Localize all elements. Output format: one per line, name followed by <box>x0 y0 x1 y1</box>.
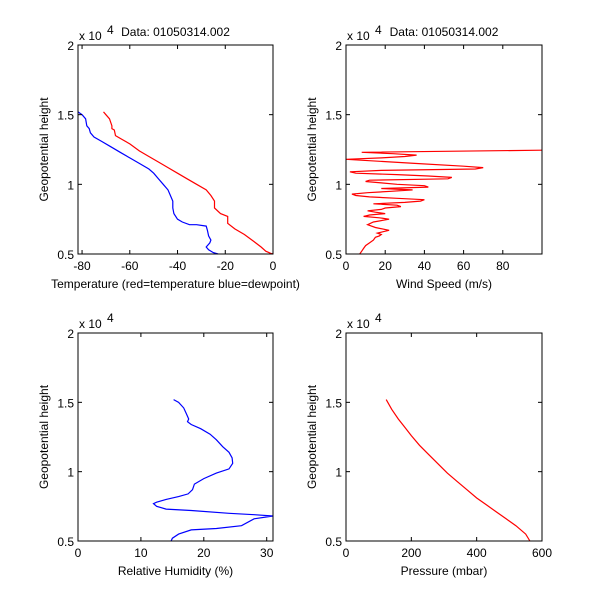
x-axis-label: Wind Speed (m/s) <box>396 277 492 291</box>
x-tick-label: 0 <box>75 546 82 560</box>
subplot-title: Data: 01050314.002 <box>121 25 230 39</box>
y-multiplier-exponent: 4 <box>375 23 382 37</box>
y-multiplier: x 10 <box>79 29 102 43</box>
x-axis-label: Temperature (red=temperature blue=dewpoi… <box>51 277 300 291</box>
y-tick-label: 0.5 <box>325 535 342 549</box>
y-tick-label: 2 <box>335 39 342 53</box>
axes-frame <box>345 332 543 542</box>
y-tick-label: 1.5 <box>325 109 342 123</box>
x-tick-label: -80 <box>73 259 91 273</box>
subplot-2: 0 20 40 60 80 0.5 1 1.5 2 x 10 4 Data: 01050314.002… <box>305 23 543 291</box>
series-line-dewpoint <box>77 111 219 255</box>
y-tick-label: 1 <box>335 466 342 480</box>
x-tick-label: 20 <box>379 259 393 273</box>
y-multiplier: x 10 <box>347 317 370 331</box>
x-tick-label: 200 <box>401 546 421 560</box>
axes-frame <box>345 44 543 255</box>
y-tick-label: 2 <box>67 327 74 341</box>
y-multiplier-exponent: 4 <box>375 311 382 325</box>
y-tick-label: 0.5 <box>325 248 342 262</box>
x-tick-label: 80 <box>496 259 510 273</box>
x-tick-label: 40 <box>418 259 432 273</box>
x-tick-label: -60 <box>121 259 139 273</box>
y-tick-label: 2 <box>335 327 342 341</box>
x-tick-label: 400 <box>467 546 487 560</box>
y-multiplier: x 10 <box>79 317 102 331</box>
series-line-pressure <box>385 399 531 542</box>
series-line-wind-speed <box>345 149 543 255</box>
x-axis-label: Pressure (mbar) <box>401 564 488 578</box>
x-tick-label: -40 <box>169 259 187 273</box>
y-tick-label: 1 <box>335 178 342 192</box>
y-tick-label: 1.5 <box>57 396 74 410</box>
y-axis-label: Geopotential height <box>305 97 319 202</box>
y-tick-label: 0.5 <box>57 248 74 262</box>
subplot-title: Data: 01050314.002 <box>390 25 499 39</box>
series-line-relative-humidity <box>152 399 274 542</box>
x-tick-label: 60 <box>457 259 471 273</box>
x-tick-label: 0 <box>343 259 350 273</box>
x-tick-label: 20 <box>197 546 211 560</box>
y-tick-label: 1.5 <box>325 396 342 410</box>
subplot-1: -80 -60 -40 -20 0 0.5 1 1.5 2 x 10 4 Data: 01050314… <box>37 23 300 291</box>
y-multiplier-exponent: 4 <box>107 23 114 37</box>
y-tick-label: 2 <box>67 39 74 53</box>
x-tick-label: 10 <box>134 546 148 560</box>
subplot-3: 0 10 20 30 0.5 1 1.5 2 x 10 4 Relative Humidity (%… <box>37 311 274 578</box>
x-tick-label: 30 <box>260 546 274 560</box>
y-multiplier-exponent: 4 <box>107 311 114 325</box>
x-tick-label: 600 <box>532 546 552 560</box>
y-tick-label: 1 <box>67 178 74 192</box>
y-axis-label: Geopotential height <box>37 97 51 202</box>
y-tick-label: 0.5 <box>57 535 74 549</box>
x-tick-label: 0 <box>270 259 277 273</box>
x-tick-label: -20 <box>217 259 235 273</box>
subplot-4: 0 200 400 600 0.5 1 1.5 2 x 10 4 Pressure (mbar) Ge… <box>305 311 552 578</box>
axes-frame <box>77 332 274 542</box>
series-line-temperature <box>103 111 274 255</box>
y-axis-label: Geopotential height <box>305 384 319 489</box>
x-axis-label: Relative Humidity (%) <box>118 564 233 578</box>
y-axis-label: Geopotential height <box>37 384 51 489</box>
axes-frame <box>77 44 274 255</box>
x-tick-label: 0 <box>343 546 350 560</box>
y-multiplier: x 10 <box>347 29 370 43</box>
y-tick-label: 1 <box>67 466 74 480</box>
y-tick-label: 1.5 <box>57 109 74 123</box>
